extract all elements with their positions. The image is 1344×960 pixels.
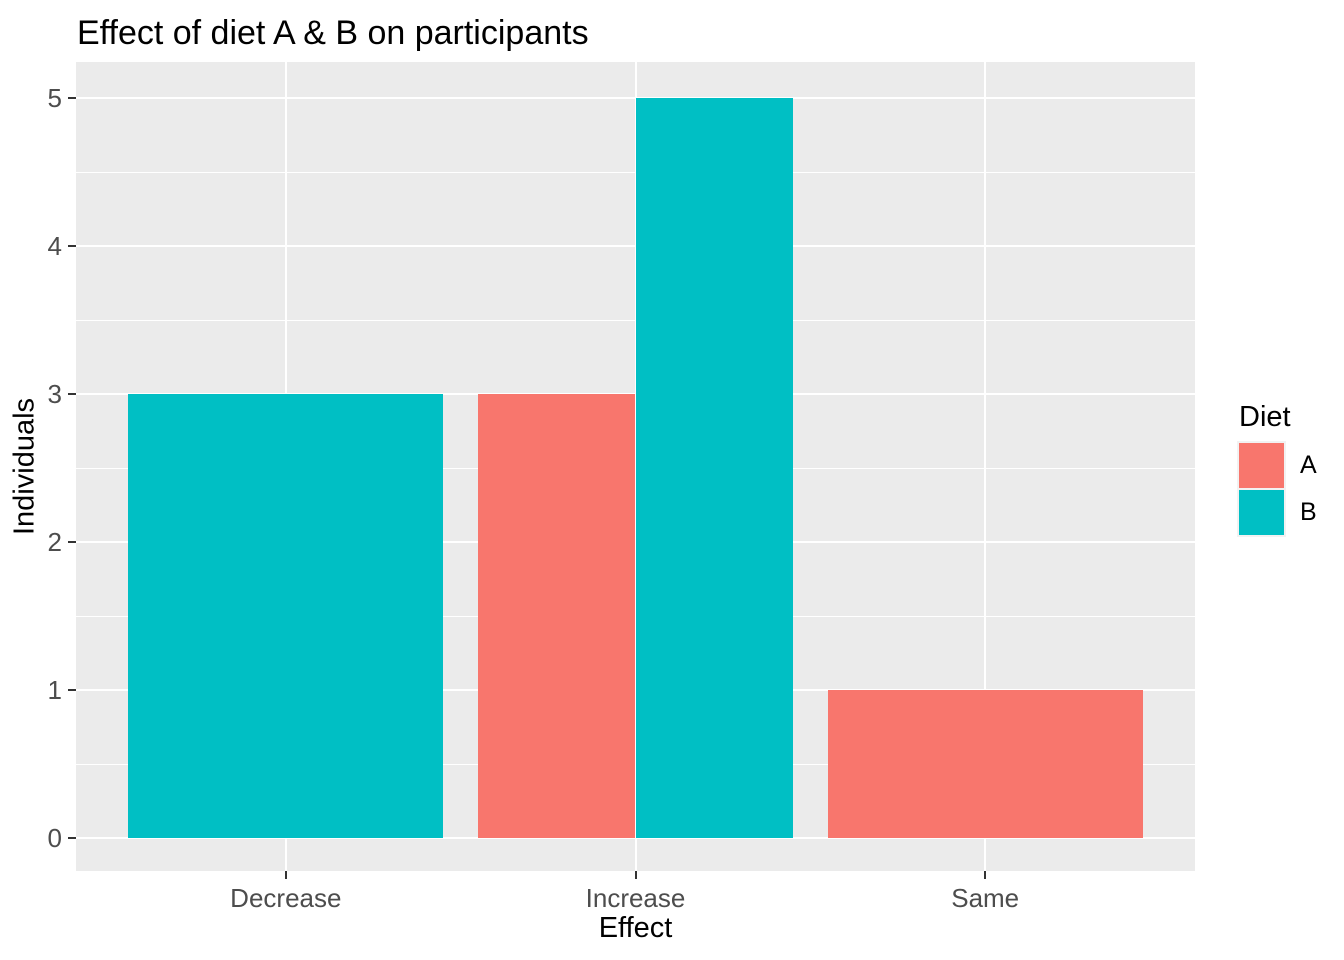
x-tick-label-decrease: Decrease (230, 883, 342, 913)
x-tick-label-same: Same (951, 883, 1020, 913)
bar-B-decrease (128, 394, 444, 838)
chart-title: Effect of diet A & B on participants (77, 14, 589, 52)
y-tick-mark (68, 837, 76, 839)
x-tick-mark (984, 871, 987, 879)
x-tick-mark (284, 871, 287, 879)
x-tick-mark (634, 871, 637, 879)
y-tick-label: 4 (47, 231, 62, 261)
x-tick-label-increase: Increase (585, 883, 686, 913)
plot-panel (76, 62, 1195, 871)
legend-key-swatch-b (1237, 488, 1286, 537)
y-tick-mark (68, 97, 76, 99)
y-tick-mark (68, 689, 76, 691)
legend-title: Diet (1239, 401, 1291, 433)
legend-key-swatch-a (1237, 441, 1286, 490)
bar-B-increase (635, 98, 793, 838)
y-tick-label: 0 (47, 823, 62, 853)
legend-label-a: A (1300, 451, 1317, 479)
y-tick-label: 5 (47, 83, 62, 113)
y-tick-mark (68, 541, 76, 543)
bar-A-same (827, 690, 1143, 838)
y-tick-label: 1 (47, 675, 62, 705)
legend-label-b: B (1300, 498, 1317, 526)
legend-entry-a: A (1237, 441, 1317, 490)
y-tick-label: 3 (47, 379, 62, 409)
x-axis-title: Effect (598, 912, 673, 944)
y-axis-title: Individuals (8, 397, 41, 536)
y-tick-mark (68, 245, 76, 247)
bar-A-increase (478, 394, 636, 838)
legend-entry-b: B (1237, 488, 1317, 537)
y-tick-mark (68, 393, 76, 395)
y-tick-label: 2 (47, 527, 62, 557)
gridline-major-x (984, 62, 987, 871)
